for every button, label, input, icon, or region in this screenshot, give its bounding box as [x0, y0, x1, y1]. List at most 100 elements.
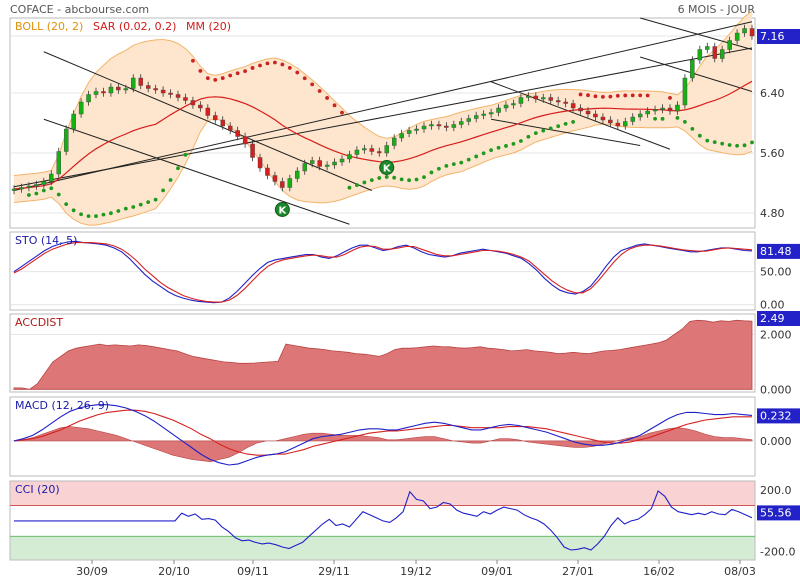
sar-dot [519, 139, 523, 143]
candle-body [623, 121, 628, 127]
accdist-area [13, 319, 753, 390]
axis-tick-label: 0.00 [760, 299, 785, 312]
candle-body [682, 77, 688, 106]
candle-body [212, 115, 218, 121]
sar-dot [630, 93, 635, 98]
cci-panel: CCI (20) [9, 480, 756, 561]
candle-body [86, 94, 91, 103]
candle-body [406, 130, 412, 134]
sar-dot [690, 126, 695, 131]
sar-dot [198, 69, 203, 73]
sar-dot [176, 166, 180, 171]
trend-line [43, 118, 350, 225]
candle-body [459, 121, 464, 125]
cci-overbought-zone [10, 481, 755, 506]
axis-tick-label: 50.00 [760, 266, 792, 279]
sar-dot [533, 131, 538, 136]
candle-body [41, 181, 47, 185]
sar-dot [645, 93, 650, 98]
sar-dot [243, 69, 247, 74]
trend-line [491, 118, 641, 146]
candle-body [615, 122, 621, 127]
sto-panel: STO (14, 5) [9, 231, 756, 311]
candle-body [101, 91, 106, 94]
sar-dot [71, 208, 76, 213]
cci-legend: CCI (20) [15, 483, 60, 496]
bollinger-band-fill [14, 11, 752, 226]
candle-body [712, 46, 718, 59]
last-value-text: 55.56 [760, 506, 792, 519]
sar-dot [683, 119, 687, 124]
sar-dot [191, 58, 195, 63]
sar-dot [213, 78, 218, 82]
candle-body [227, 125, 233, 131]
candle-body [78, 101, 84, 115]
sar-dot [295, 70, 300, 75]
sar-dot [116, 209, 121, 213]
sar-dot [64, 202, 69, 207]
sar-dot [235, 71, 240, 76]
candle-body [280, 181, 285, 188]
sar-dot [369, 178, 374, 183]
axis-tick-label: 6.40 [760, 87, 785, 100]
x-tick-label: 20/10 [158, 565, 190, 578]
trend-line [13, 47, 753, 188]
candle-body [19, 187, 24, 190]
axis-tick-label: 200.0 [760, 484, 792, 497]
x-tick-label: 08/03 [724, 565, 756, 578]
candle-body [302, 163, 308, 172]
sar-dot [697, 133, 702, 138]
sar-dot [250, 66, 255, 70]
sar-dot [735, 143, 739, 148]
last-value-badge [757, 311, 800, 326]
last-value-badge [757, 408, 800, 424]
candle-body [563, 101, 568, 104]
sar-dot [638, 93, 643, 98]
candle-body [734, 32, 740, 41]
sar-dot [444, 163, 449, 168]
sar-dot [675, 116, 680, 120]
macd-line [13, 404, 753, 466]
sar-dot [742, 143, 747, 148]
candle-body [444, 125, 449, 128]
sar-dot [429, 170, 434, 175]
candle-body [488, 112, 494, 115]
sar-dot [720, 141, 725, 146]
candle-body [548, 97, 554, 101]
sar-dot [451, 162, 456, 167]
sar-dot [414, 177, 419, 182]
sar-dot [138, 202, 143, 207]
sar-dot [355, 183, 359, 187]
x-axis-labels: 30/09 20/10 09/11 29/11 19/12 09/01 27/01 16/02… [76, 560, 756, 578]
candle-body [429, 124, 434, 127]
candle-body [362, 148, 367, 151]
sar-dot [131, 205, 136, 209]
candle-body [720, 49, 725, 59]
cci-line [14, 490, 753, 551]
sar-dot [623, 93, 628, 98]
candle-body [526, 95, 531, 98]
candle-body [652, 109, 658, 112]
trend-line [490, 81, 671, 150]
x-tick-label: 16/02 [643, 565, 675, 578]
sto-k-line [13, 240, 753, 304]
candle-body [556, 100, 561, 103]
last-value-text: 81.48 [760, 245, 792, 258]
sar-dot [668, 95, 672, 100]
candle-body [384, 145, 390, 154]
sar-legend: SAR (0.02, 0.2) [93, 20, 176, 33]
sto-legend: STO (14, 5) [15, 234, 77, 247]
candle-body [578, 107, 583, 112]
sar-dot [362, 180, 367, 185]
sar-dot [496, 145, 501, 150]
sar-dot [183, 152, 188, 157]
accdist-legend: ACCDIST [15, 316, 63, 329]
mm-legend: MM (20) [186, 20, 231, 33]
candle-body [570, 103, 576, 109]
sar-dot [340, 110, 344, 115]
candle-body [630, 116, 636, 122]
candle-body [130, 77, 136, 89]
candle-body [49, 173, 54, 182]
sar-dot [608, 94, 613, 99]
sar-dot [123, 206, 128, 211]
